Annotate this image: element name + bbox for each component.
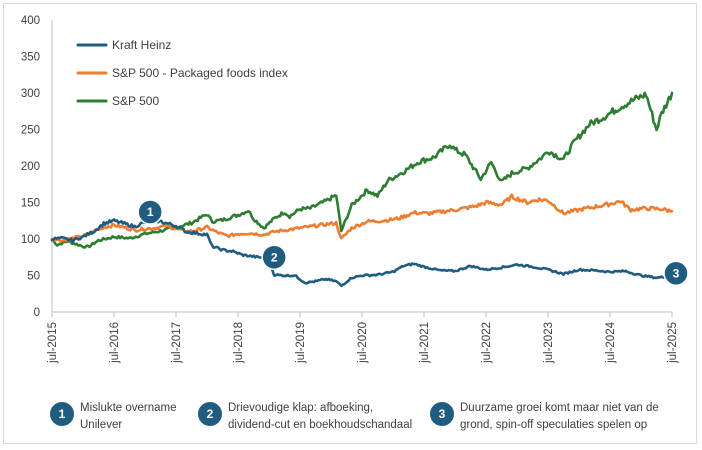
note-text-line: dividend-cut en boekhoudschandaal	[228, 419, 412, 431]
annotation-badge-2: 2	[261, 244, 287, 270]
x-tick-label: jul-2020	[357, 322, 369, 364]
legend-label: S&P 500 - Packaged foods index	[112, 66, 288, 80]
note-text-line: Drievoudige klap: afboeking,	[228, 402, 373, 414]
note-badge-number: 3	[439, 407, 446, 421]
annotation-note-2: 2 Drievoudige klap: afboeking, dividend-cu…	[198, 402, 412, 431]
y-tick-label: 150	[21, 198, 40, 210]
x-tick-label: jul-2018	[233, 322, 245, 364]
x-tick-label: jul-2019	[295, 322, 307, 364]
note-text-line: grond, spin-off speculaties spelen op	[460, 419, 647, 431]
series-line-3	[50, 91, 674, 249]
badge-circle	[137, 199, 163, 225]
annotation-badge-3: 3	[663, 260, 689, 287]
y-tick-label: 300	[21, 88, 40, 100]
note-badge-circle	[50, 402, 74, 426]
y-tick-label: 250	[21, 125, 40, 137]
y-tick-label: 350	[21, 52, 40, 64]
badge-circle	[663, 260, 689, 287]
x-tick-label: jul-2022	[481, 322, 493, 364]
x-tick-label: jul-2015	[47, 322, 59, 364]
annotation-note-3: 3 Duurzame groei komt maar niet van de gro…	[430, 402, 659, 431]
note-text-line: Duurzame groei komt maar niet van de	[460, 402, 659, 414]
note-text-line: Mislukte overname	[80, 402, 177, 414]
badge-circle	[261, 244, 287, 270]
badge-number: 1	[147, 205, 154, 219]
badge-number: 3	[673, 266, 680, 280]
y-tick-label: 200	[21, 161, 40, 173]
series-line-2	[50, 193, 674, 243]
y-tick-label: 0	[34, 307, 40, 319]
x-tick-label: jul-2017	[171, 322, 183, 364]
annotation-note-1: 1 Mislukte overname Unilever	[50, 402, 177, 431]
x-tick-label: jul-2016	[109, 322, 121, 364]
badge-number: 2	[271, 250, 278, 264]
series-line-1	[50, 215, 674, 288]
legend-label: Kraft Heinz	[112, 38, 171, 52]
y-tick-label: 400	[21, 15, 40, 27]
note-text-line: Unilever	[80, 419, 122, 431]
annotation-badge-1: 1	[137, 199, 163, 225]
note-badge-circle	[198, 402, 222, 426]
note-badge-number: 2	[207, 407, 214, 421]
x-tick-label: jul-2023	[543, 322, 555, 364]
x-tick-label: jul-2021	[419, 322, 431, 364]
y-tick-label: 50	[27, 271, 40, 283]
note-badge-number: 1	[59, 407, 66, 421]
x-tick-label: jul-2025	[667, 322, 679, 364]
y-tick-label: 100	[21, 234, 40, 246]
note-badge-circle	[430, 402, 454, 426]
x-tick-label: jul-2024	[605, 321, 617, 364]
legend-label: S&P 500	[112, 94, 159, 108]
chart-frame	[3, 3, 697, 444]
